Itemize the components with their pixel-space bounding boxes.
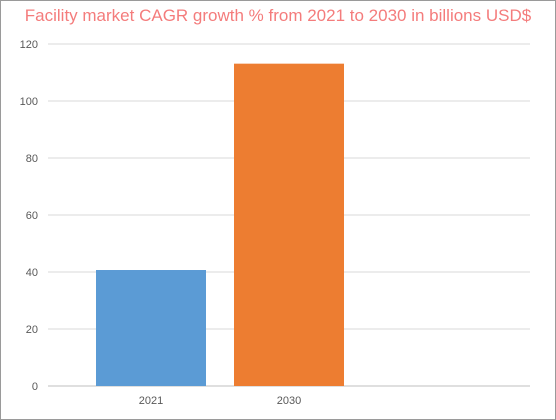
- x-axis: 2021 2030: [139, 395, 301, 407]
- x-tick-label: 2030: [277, 395, 301, 407]
- y-tick-label: 0: [32, 381, 38, 393]
- y-tick-label: 120: [20, 39, 38, 51]
- y-tick-label: 20: [26, 324, 38, 336]
- chart-title: Facility market CAGR growth % from 2021 …: [24, 6, 532, 25]
- y-tick-label: 80: [26, 153, 38, 165]
- y-tick-label: 100: [20, 96, 38, 108]
- bar-2021: [96, 270, 206, 386]
- x-tick-label: 2021: [139, 395, 163, 407]
- y-axis: 0 20 40 60 80 100 120: [20, 39, 38, 393]
- bars: [96, 63, 344, 386]
- bar-2030: [234, 63, 344, 386]
- y-tick-label: 40: [26, 267, 38, 279]
- y-tick-label: 60: [26, 210, 38, 222]
